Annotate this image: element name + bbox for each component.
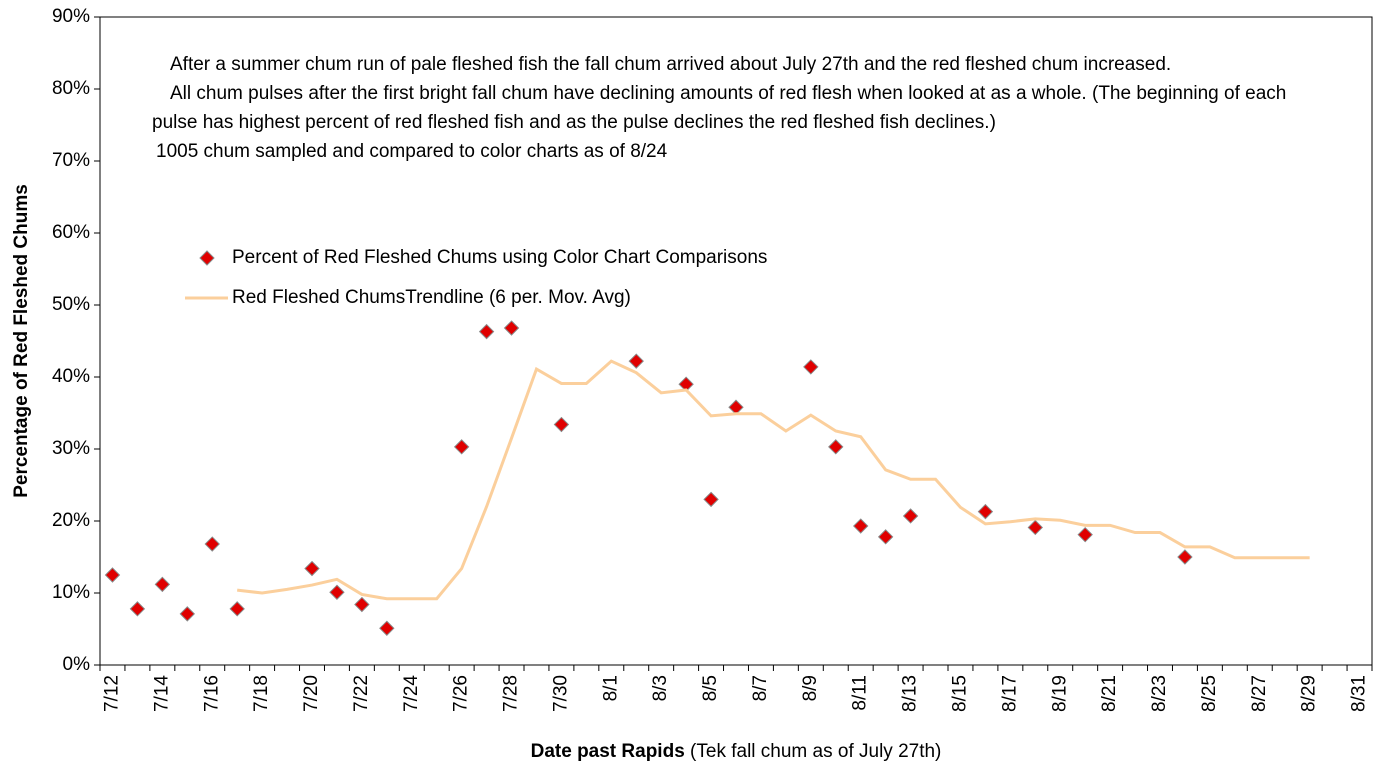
x-tick-label: 8/23 bbox=[1149, 675, 1170, 712]
x-tick-label: 8/7 bbox=[750, 675, 771, 701]
x-tick-label: 8/3 bbox=[650, 675, 671, 701]
y-tick-label: 50% bbox=[52, 294, 90, 315]
y-tick-label: 0% bbox=[63, 654, 91, 675]
x-tick-label: 8/27 bbox=[1249, 675, 1270, 712]
y-tick-label: 60% bbox=[52, 222, 90, 243]
data-point bbox=[877, 529, 894, 545]
trend-line bbox=[237, 359, 1310, 601]
data-point bbox=[129, 601, 146, 617]
data-point bbox=[553, 416, 570, 433]
data-point bbox=[1177, 549, 1193, 565]
data-point bbox=[803, 359, 819, 375]
x-tick-label: 8/9 bbox=[800, 675, 821, 701]
data-point bbox=[703, 491, 719, 508]
legend-label: Red Fleshed ChumsTrendline (6 per. Mov. … bbox=[232, 287, 631, 308]
data-point bbox=[1027, 519, 1044, 536]
x-axis-title: Date past Rapids (Tek fall chum as of Ju… bbox=[531, 741, 942, 762]
x-tick-label: 8/21 bbox=[1099, 675, 1120, 712]
data-point bbox=[478, 323, 495, 340]
y-tick-label: 20% bbox=[52, 510, 90, 531]
x-tick-label: 7/26 bbox=[451, 675, 472, 712]
data-point bbox=[503, 320, 520, 336]
x-tick-label: 7/24 bbox=[401, 675, 422, 712]
x-tick-label: 8/17 bbox=[999, 675, 1020, 712]
data-point bbox=[229, 601, 245, 617]
data-point bbox=[354, 596, 370, 613]
data-point bbox=[453, 439, 470, 455]
data-point bbox=[104, 567, 121, 583]
x-tick-label: 7/16 bbox=[201, 675, 222, 712]
data-point bbox=[1077, 526, 1093, 543]
x-tick-label: 8/31 bbox=[1349, 675, 1370, 712]
x-tick-label: 8/1 bbox=[600, 675, 621, 701]
data-point bbox=[628, 353, 644, 369]
x-axis-title-main: Date past Rapids bbox=[531, 741, 685, 762]
x-tick-label: 7/18 bbox=[251, 675, 272, 712]
legend-marker bbox=[199, 250, 215, 266]
y-tick-label: 90% bbox=[52, 6, 90, 27]
data-point bbox=[154, 576, 171, 593]
legend-label: Percent of Red Fleshed Chums using Color… bbox=[232, 247, 767, 268]
y-tick-label: 70% bbox=[52, 150, 90, 171]
y-tick-label: 30% bbox=[52, 438, 90, 459]
x-tick-label: 7/12 bbox=[101, 675, 122, 712]
x-tick-label: 8/13 bbox=[900, 675, 921, 712]
y-axis-title: Percentage of Red Fleshed Chums bbox=[11, 184, 32, 498]
x-tick-label: 8/15 bbox=[949, 675, 970, 712]
x-tick-label: 8/11 bbox=[850, 675, 871, 711]
y-tick-label: 40% bbox=[52, 366, 90, 387]
y-tick-label: 10% bbox=[52, 582, 90, 603]
data-point bbox=[902, 508, 919, 524]
x-tick-label: 7/30 bbox=[550, 675, 571, 712]
x-tick-label: 7/28 bbox=[501, 675, 522, 712]
x-tick-label: 7/20 bbox=[301, 675, 322, 712]
data-point bbox=[304, 560, 320, 577]
data-point bbox=[379, 620, 395, 636]
x-axis-title-note: (Tek fall chum as of July 27th) bbox=[690, 741, 941, 762]
x-tick-label: 8/19 bbox=[1049, 675, 1070, 712]
data-point bbox=[329, 584, 345, 600]
x-tick-label: 8/5 bbox=[700, 675, 721, 701]
y-tick-label: 80% bbox=[52, 78, 90, 99]
data-point bbox=[852, 518, 869, 534]
annotations: After a summer chum run of pale fleshed … bbox=[152, 50, 1317, 166]
data-point bbox=[204, 536, 220, 552]
x-tick-label: 8/25 bbox=[1199, 675, 1220, 712]
x-tick-label: 7/14 bbox=[151, 675, 172, 712]
data-point bbox=[828, 439, 844, 455]
data-point bbox=[977, 503, 994, 520]
annotation: 1005 chum sampled and compared to color … bbox=[156, 141, 668, 162]
annotation: After a summer chum run of pale fleshed … bbox=[170, 54, 1172, 75]
data-point bbox=[179, 606, 196, 622]
annotation: All chum pulses after the first bright f… bbox=[152, 83, 1287, 133]
x-tick-label: 8/29 bbox=[1299, 675, 1320, 712]
x-tick-label: 7/22 bbox=[351, 675, 372, 712]
plot-frame bbox=[99, 16, 1373, 666]
